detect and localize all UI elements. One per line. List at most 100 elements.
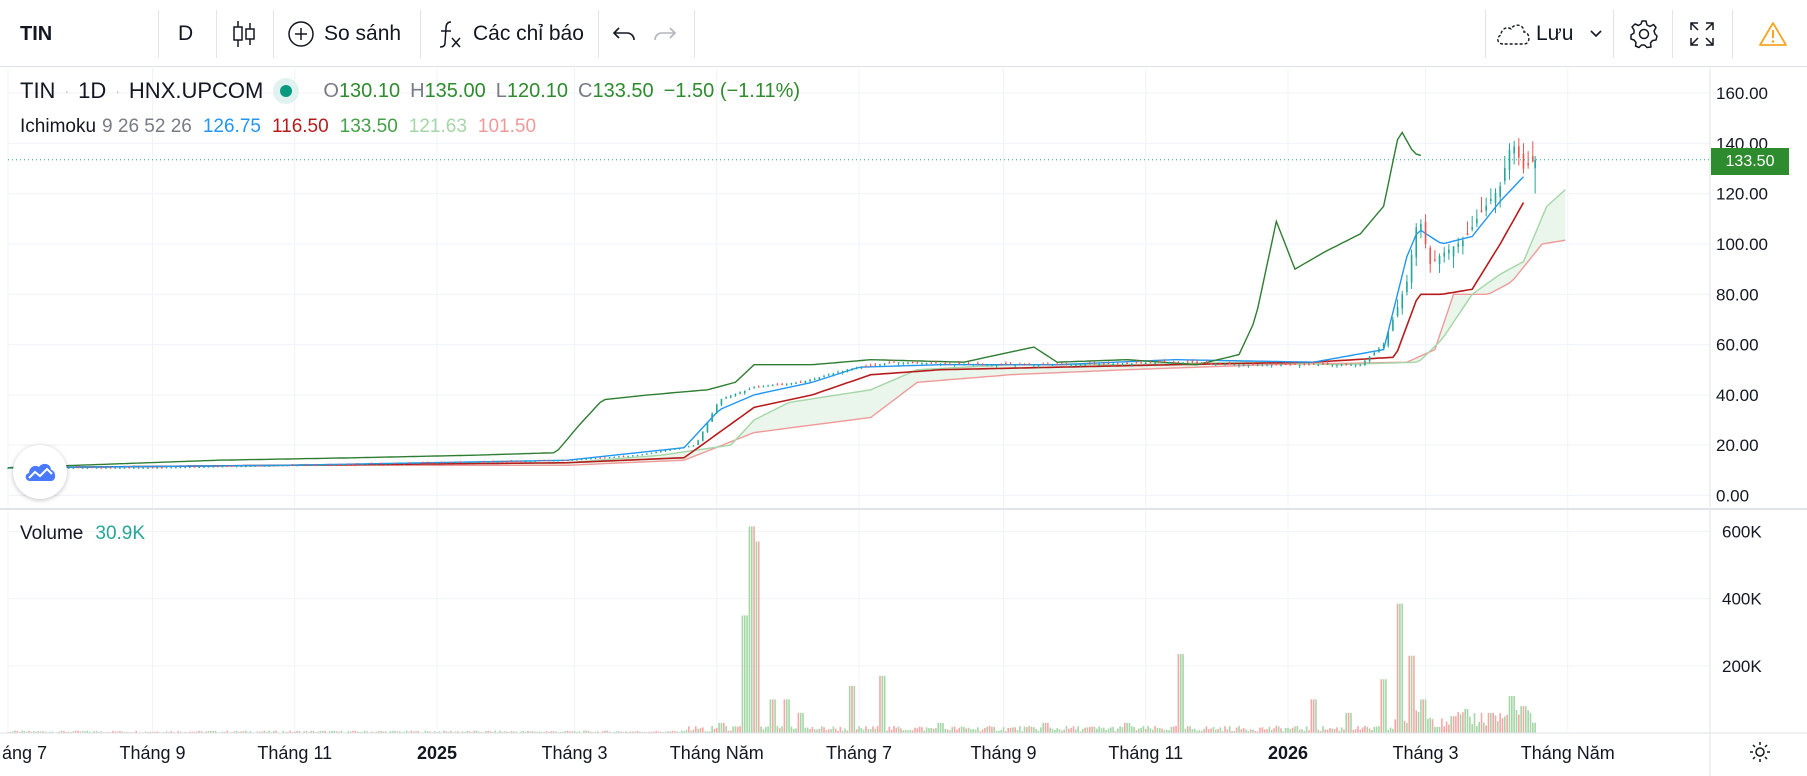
volume-bar	[156, 731, 159, 733]
candle-body	[459, 461, 462, 463]
volume-bar	[1228, 726, 1231, 733]
volume-bar	[694, 726, 697, 733]
volume-bar	[261, 731, 263, 733]
compare-button[interactable]: So sánh	[287, 10, 401, 58]
alert-button[interactable]	[1758, 10, 1788, 58]
fullscreen-icon	[1690, 22, 1714, 46]
settings-button[interactable]	[1628, 10, 1660, 58]
candle-body	[804, 381, 807, 383]
market-status-indicator[interactable]	[273, 78, 300, 104]
volume-bar	[1436, 726, 1439, 733]
volume-bar	[585, 730, 588, 733]
volume-bar	[184, 731, 186, 733]
candle-body	[1270, 364, 1273, 366]
volume-bar	[1193, 728, 1196, 733]
volume-bar	[722, 722, 725, 733]
volume-bar	[1023, 726, 1026, 733]
volume-bar	[597, 731, 599, 733]
candle-body	[660, 451, 662, 453]
symbol-search-button[interactable]: TIN	[20, 10, 52, 58]
price-tick-label: 40.00	[1716, 386, 1759, 405]
indicators-button[interactable]: Các chỉ báo	[437, 10, 584, 58]
open-value: 130.10	[338, 79, 401, 102]
volume-bar	[1275, 725, 1278, 733]
candle-body	[1116, 363, 1119, 365]
volume-bar	[1476, 726, 1478, 733]
undo-button[interactable]	[611, 10, 637, 58]
volume-bar	[627, 731, 629, 733]
volume-bar	[1100, 728, 1103, 733]
volume-bar	[356, 731, 359, 733]
axes: 160.00140.00120.00100.0080.0060.0040.002…	[0, 68, 1807, 776]
volume-bar	[480, 731, 483, 733]
volume-bar	[848, 685, 851, 733]
volume-bar	[259, 731, 261, 733]
interval-button[interactable]: D	[178, 10, 193, 58]
volume-bar	[429, 731, 431, 733]
volume-bar	[1431, 719, 1434, 733]
volume-bar	[11, 731, 14, 733]
redo-button[interactable]	[652, 10, 678, 58]
candle-body	[7, 467, 9, 469]
volume-bar	[781, 726, 783, 733]
volume-bar	[806, 727, 809, 733]
candle-body	[221, 466, 224, 468]
volume-bar	[1019, 726, 1021, 733]
save-button[interactable]: Lưu	[1494, 10, 1603, 58]
volume-bar	[930, 727, 933, 733]
volume-bar	[911, 730, 914, 733]
candle-body	[1210, 363, 1212, 365]
candle-body	[963, 364, 965, 366]
symbol-label: TIN	[20, 22, 53, 45]
toolbar-divider	[1672, 10, 1673, 58]
candle-body	[254, 465, 256, 467]
volume-bar	[1021, 731, 1024, 733]
volume-bar	[335, 731, 338, 733]
volume-bar	[485, 730, 487, 733]
volume-bar	[853, 685, 856, 733]
candle-body	[1429, 247, 1432, 265]
interval-label: D	[178, 22, 194, 45]
candle-body	[440, 462, 443, 464]
volume-bar	[1000, 730, 1003, 733]
candle-body	[1107, 363, 1110, 365]
candle-body	[729, 395, 732, 398]
candle-body	[417, 462, 420, 464]
chart-type-button[interactable]	[230, 10, 258, 58]
legend-symbol[interactable]: TIN	[20, 78, 56, 103]
chart-canvas[interactable]: 160.00140.00120.00100.0080.0060.0040.002…	[0, 67, 1807, 776]
lagging-value: 133.50	[339, 116, 398, 137]
volume-bar	[827, 729, 830, 733]
volume-bar	[256, 731, 259, 733]
ichimoku-legend[interactable]: Ichimoku 9 26 52 26 126.75 116.50 133.50…	[20, 116, 536, 138]
volume-bar	[1040, 727, 1042, 733]
candle-body	[1284, 363, 1287, 365]
candle-body	[1415, 227, 1418, 258]
volume-bar	[63, 731, 65, 733]
volume-bar	[669, 731, 671, 733]
candle-body	[1518, 146, 1520, 158]
lead-b-value: 101.50	[477, 116, 537, 137]
volume-bar	[126, 731, 128, 733]
volume-bar	[576, 731, 578, 733]
fullscreen-button[interactable]	[1688, 10, 1716, 58]
volume-bar	[408, 731, 410, 733]
volume-bar	[375, 731, 378, 733]
volume-bar	[1413, 655, 1415, 733]
volume-bar	[284, 731, 287, 733]
volume-bar	[1240, 729, 1243, 733]
volume-bar	[426, 731, 429, 733]
volume-bar	[1487, 712, 1490, 733]
volume-bar	[725, 726, 727, 733]
volume-bar	[699, 728, 702, 733]
volume-bar	[1252, 729, 1254, 733]
volume-bar	[713, 728, 716, 733]
volume-bar	[1086, 727, 1089, 733]
tradingview-logo-button[interactable]	[13, 445, 67, 499]
axis-settings-icon[interactable]	[1750, 742, 1770, 762]
candle-body	[1149, 362, 1152, 364]
volume-legend[interactable]: Volume 30.9K	[20, 523, 145, 545]
volume-bar	[618, 731, 620, 733]
time-tick-label: Tháng 3	[542, 743, 608, 763]
volume-bar	[466, 730, 469, 733]
